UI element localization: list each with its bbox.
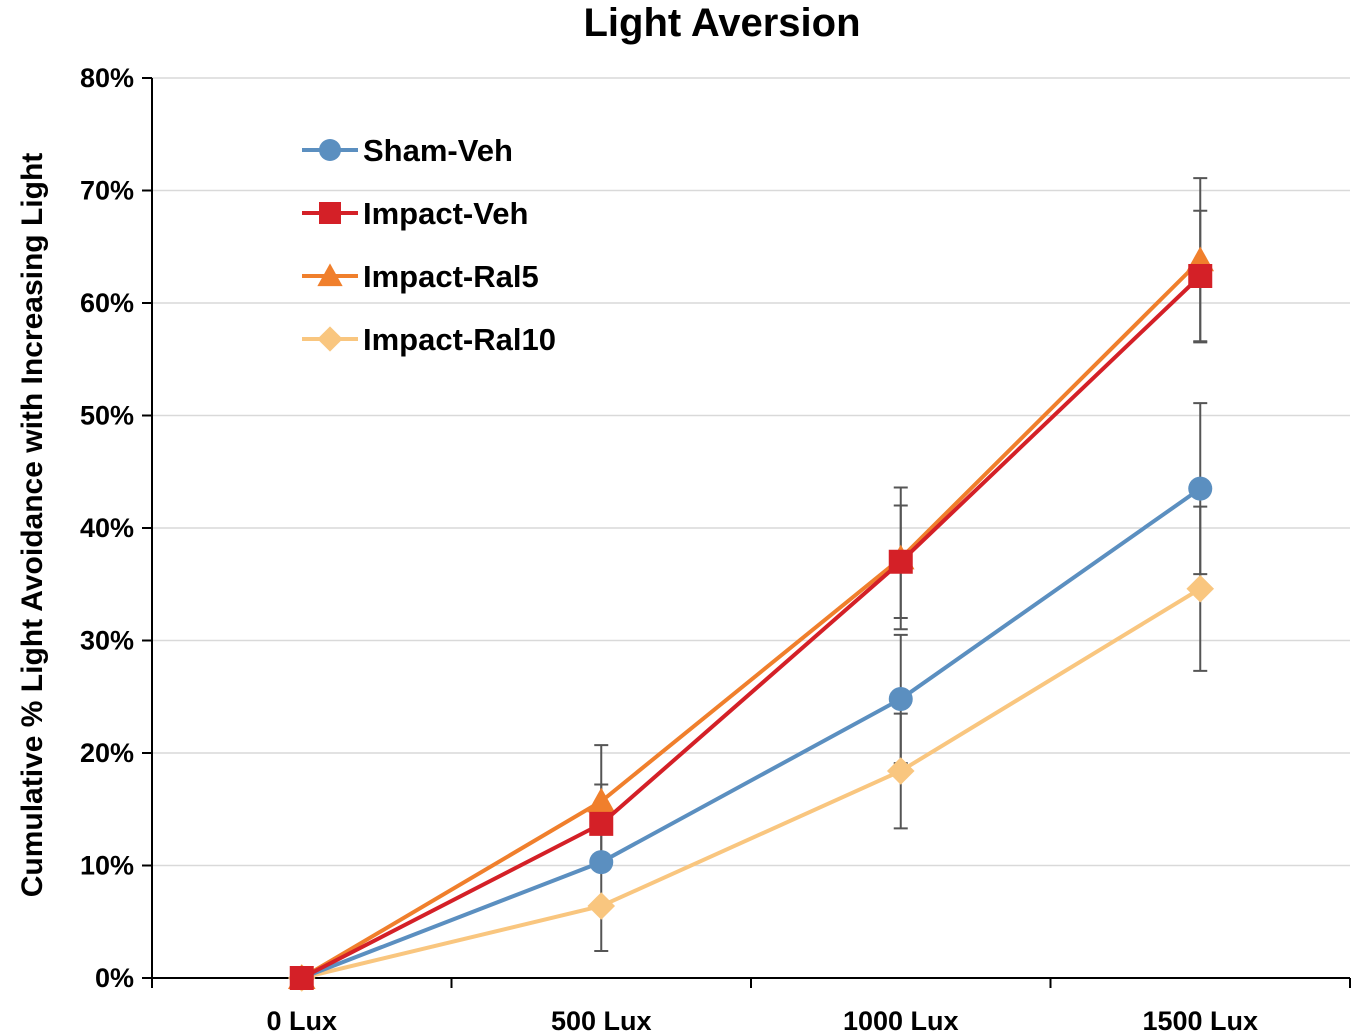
circle-marker [319,139,341,161]
y-tick-label: 70% [80,176,134,206]
circle-marker [1188,476,1213,501]
series-impact-ral5 [287,246,1215,990]
diamond-marker [886,757,915,785]
y-tick-label: 0% [95,963,134,993]
chart-title: Light Aversion [583,1,860,45]
legend-item: Impact-Ral10 [302,322,556,357]
diamond-marker [317,326,343,352]
triangle-marker [317,263,343,287]
legend-label: Sham-Veh [363,133,513,168]
square-marker [589,811,614,836]
series-group [287,177,1215,992]
diamond-marker [587,892,616,920]
y-tick-label: 60% [80,288,134,318]
y-tick-label: 30% [80,626,134,656]
gridlines [152,77,1350,867]
square-marker [888,549,913,574]
y-tick-label: 20% [80,738,134,768]
square-marker [319,202,341,224]
legend-item: Impact-Ral5 [302,259,539,294]
legend-label: Impact-Veh [363,196,528,231]
x-tick-label: 500 Lux [551,1006,652,1036]
square-marker [1188,264,1213,288]
x-tick-label: 0 Lux [266,1006,337,1036]
legend: Sham-Veh Impact-Veh Impact-Ral5 Impact-Ral1… [302,133,556,357]
y-axis-label: Cumulative % Light Avoidance with Increa… [16,153,49,898]
y-tick-label: 80% [80,63,134,93]
y-tick-labels: 0% 10% 20% 30% 40% 50% 60% 70% 80% [80,63,134,993]
y-tick-label: 10% [80,851,134,881]
series-impact-veh [289,264,1213,990]
series-line [301,486,1202,980]
square-marker [289,966,314,990]
series-line [301,587,1202,980]
triangle-marker [587,787,616,813]
axes [142,77,1351,988]
series-line [300,274,1202,980]
series-line [300,258,1202,980]
circle-marker [888,687,913,711]
x-tick-label: 1500 Lux [1142,1006,1258,1036]
x-tick-labels: 0 Lux 500 Lux 1000 Lux 1500 Lux [266,1006,1258,1036]
legend-item: Impact-Veh [302,196,528,231]
y-tick-label: 40% [80,513,134,543]
y-tick-label: 50% [80,401,134,431]
circle-marker [589,850,614,875]
diamond-marker [1186,574,1215,603]
legend-label: Impact-Ral10 [363,322,556,357]
legend-item: Sham-Veh [302,133,513,168]
x-tick-label: 1000 Lux [843,1006,959,1036]
legend-label: Impact-Ral5 [363,259,539,294]
